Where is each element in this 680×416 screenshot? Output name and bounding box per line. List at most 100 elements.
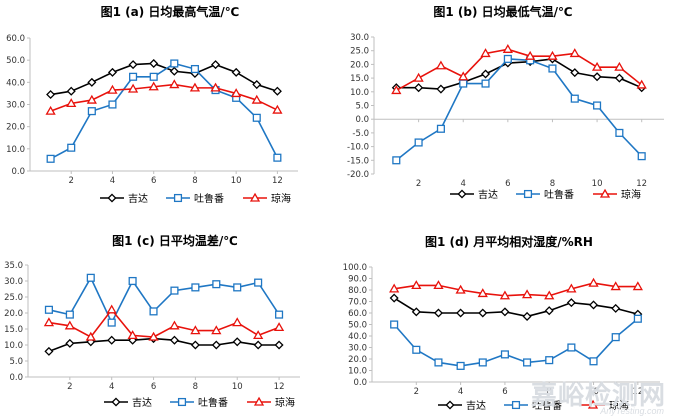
legend-label-吐鲁番: 吐鲁番: [532, 399, 562, 412]
legend-label-吉达: 吉达: [466, 400, 486, 412]
legend: 吉达 吐鲁番 琼海: [100, 192, 291, 205]
data-point-琼海-11: [614, 61, 625, 71]
x-tick-label: 4: [109, 382, 114, 392]
data-point-吐鲁番-4: [107, 318, 116, 327]
y-tick-label: 60.0: [348, 309, 367, 319]
data-point-琼海-4: [458, 71, 469, 81]
data-point-吉达-7: [522, 311, 532, 321]
watermark: 嘉峪检测网: [530, 380, 666, 410]
legend-marker-吉达: [111, 397, 121, 407]
x-tick-label: 6: [502, 387, 507, 397]
watermark-sub: AnyTesting.com: [600, 406, 664, 416]
legend-label-琼海: 琼海: [271, 192, 291, 205]
y-tick-label: 25.0: [4, 293, 23, 303]
series-line-吉达: [393, 297, 639, 318]
series-琼海: [391, 44, 647, 95]
data-point-吐鲁番-8: [190, 64, 199, 74]
x-tick-label: 6: [151, 382, 156, 392]
data-point-吉达-1: [389, 293, 399, 303]
chart-title: 图1 (b) 日均最低气温/℃: [433, 4, 572, 19]
x-tick-label: 4: [461, 179, 466, 189]
data-point-吐鲁番-5: [129, 72, 138, 81]
data-point-吉达-5: [481, 69, 491, 79]
x-tick-label: 12: [272, 176, 283, 186]
data-point-琼海-5: [127, 83, 139, 93]
data-point-琼海-1: [43, 317, 55, 327]
data-point-吐鲁番-12: [273, 153, 282, 162]
data-point-琼海-2: [66, 98, 77, 108]
data-point-吐鲁番-7: [170, 59, 179, 68]
series-line-琼海: [395, 48, 643, 92]
data-point-吉达-1: [46, 90, 56, 100]
data-point-吐鲁番-9: [567, 343, 576, 352]
y-tick-label: 70.0: [348, 298, 367, 308]
series-吉达: [391, 54, 647, 94]
y-tick-label: 30.0: [350, 33, 369, 43]
data-point-琼海-9: [210, 82, 221, 92]
series-line-吐鲁番: [48, 276, 280, 325]
x-tick-label: 6: [505, 179, 510, 189]
y-tick-label: 20.0: [350, 60, 369, 70]
data-point-琼海-1: [389, 283, 400, 293]
data-point-琼海-6: [148, 81, 159, 91]
data-point-吐鲁番-8: [548, 64, 557, 73]
data-point-吐鲁番-9: [570, 94, 579, 103]
data-point-琼海-10: [588, 277, 599, 287]
y-tick-label: 0.0: [11, 167, 25, 177]
x-tick-label: 8: [550, 179, 555, 189]
data-point-琼海-6: [148, 331, 159, 341]
data-point-琼海-1: [45, 105, 56, 115]
chart-title: 图1 (c) 日平均温差/℃: [112, 233, 238, 248]
legend: 吉达 吐鲁番 琼海: [438, 399, 629, 412]
legend-marker-琼海: [599, 188, 611, 198]
y-tick-label: 15.0: [350, 74, 369, 84]
data-point-吐鲁番-12: [275, 310, 284, 319]
data-point-吉达-10: [592, 72, 602, 82]
x-tick-label: 4: [458, 387, 463, 397]
data-point-吉达-4: [456, 308, 466, 318]
x-tick-label: 2: [414, 387, 419, 397]
x-tick-label: 4: [110, 176, 115, 186]
data-point-吐鲁番-5: [478, 358, 487, 367]
y-tick-label: -20.0: [347, 170, 369, 180]
y-tick-label: 25.0: [350, 47, 369, 57]
data-point-琼海-10: [591, 61, 603, 71]
data-point-琼海-3: [433, 280, 444, 290]
data-point-吐鲁番-12: [637, 152, 646, 161]
data-point-吐鲁番-6: [503, 54, 512, 63]
data-point-吉达-7: [169, 66, 179, 76]
legend-marker-吉达: [457, 189, 467, 199]
chart-panel-4: 图1 (d) 月平均相对湿度/%RH 0.010.0 20.030.0 40.050.…: [343, 234, 660, 412]
data-point-吐鲁番-4: [456, 361, 465, 370]
y-tick-label: 40.0: [6, 78, 25, 88]
y-tick-label: 20.0: [4, 309, 23, 319]
data-point-琼海-12: [273, 322, 285, 332]
data-point-琼海-3: [435, 60, 447, 70]
y-tick-label: 30.0: [348, 344, 367, 354]
data-point-琼海-5: [477, 288, 488, 298]
data-point-琼海-9: [566, 283, 577, 293]
x-tick-label: 10: [588, 387, 599, 397]
data-point-琼海-12: [636, 79, 647, 89]
y-tick-label: 10.0: [350, 88, 369, 98]
data-point-琼海-2: [411, 280, 422, 290]
data-point-吉达-9: [570, 68, 580, 78]
data-point-吐鲁番-11: [252, 113, 261, 122]
data-point-琼海-10: [231, 88, 242, 98]
data-point-琼海-3: [85, 331, 96, 341]
series-line-吉达: [50, 62, 278, 96]
series-琼海: [389, 277, 643, 300]
y-tick-label: 5.0: [9, 357, 23, 367]
data-point-琼海-2: [413, 72, 424, 82]
chart-panel-3: 图1 (c) 日平均温差/℃ 0.0 5.0 10.0 15.0 20.0 25.0 30.0…: [4, 233, 300, 409]
data-point-吉达-11: [611, 303, 621, 313]
legend: 吉达 吐鲁番 琼海: [104, 396, 295, 409]
data-point-吉达-12: [274, 340, 284, 350]
y-tick-label: -15.0: [347, 156, 369, 166]
data-point-吐鲁番-11: [615, 128, 624, 137]
data-point-吉达-8: [190, 340, 200, 350]
chart-title: 图1 (d) 月平均相对湿度/%RH: [425, 234, 593, 249]
data-point-吉达-6: [149, 58, 159, 69]
